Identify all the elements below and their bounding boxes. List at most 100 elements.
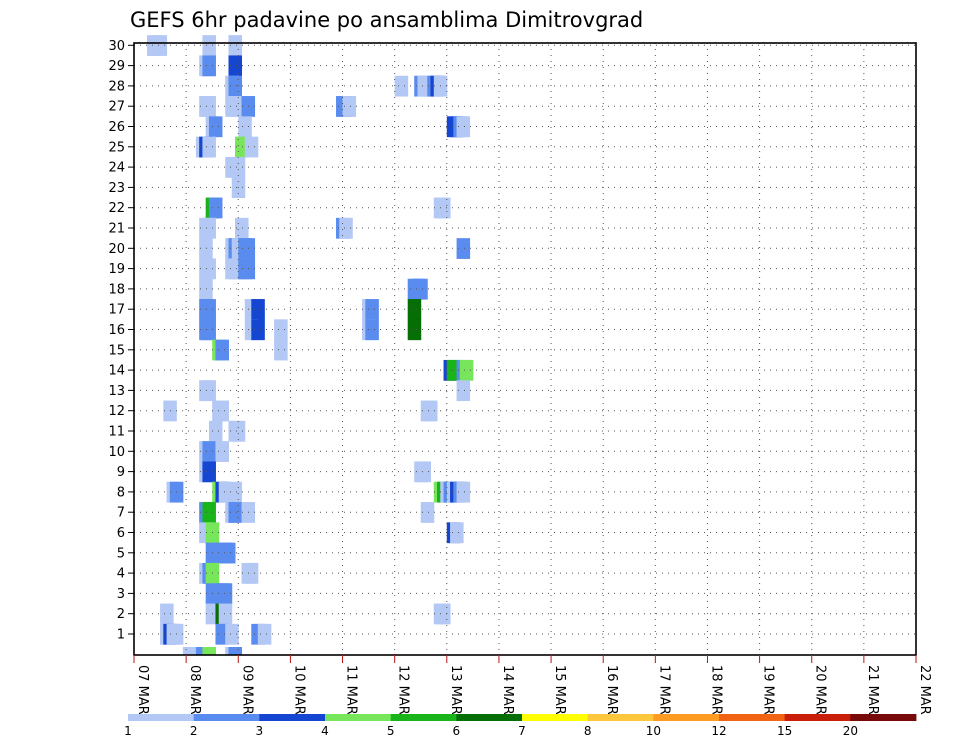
- heatmap-cell: [228, 647, 243, 656]
- heatmap-cell: [202, 136, 216, 158]
- heatmap-cell: [420, 502, 435, 523]
- heatmap-cell: [202, 299, 216, 320]
- heatmap-cell: [215, 441, 229, 462]
- y-tick-label: 20: [108, 242, 125, 257]
- legend-swatch: [390, 714, 457, 721]
- legend-swatch: [850, 714, 917, 721]
- heatmap-cell: [231, 156, 246, 178]
- heatmap-cell: [342, 96, 357, 117]
- heatmap-cell: [238, 116, 252, 138]
- x-tick-label: 12 MAR: [396, 665, 411, 715]
- legend-swatch: [456, 714, 523, 721]
- y-tick-label: 10: [108, 445, 125, 460]
- x-tick-label: 16 MAR: [604, 665, 619, 715]
- heatmap-cell: [231, 420, 246, 442]
- legend-label: 12: [711, 724, 726, 738]
- y-tick-label: 5: [117, 546, 125, 561]
- heatmap-cell: [228, 35, 243, 56]
- y-tick-label: 4: [117, 567, 125, 582]
- heatmap-cell: [456, 481, 471, 503]
- y-tick-label: 12: [108, 404, 125, 419]
- color-legend: 1 2 3 4 5 6 7 8 10 12 15 20: [124, 714, 917, 738]
- legend-label: 5: [387, 724, 395, 738]
- heatmap-cell: [235, 217, 249, 239]
- y-tick-label: 27: [108, 100, 125, 115]
- chart-title: GEFS 6hr padavine po ansamblima Dimitrov…: [130, 8, 643, 32]
- heatmap-cell: [208, 116, 223, 138]
- x-tick-label: 18 MAR: [708, 665, 723, 715]
- heatmap-cell: [215, 339, 229, 361]
- heatmap-cell: [202, 441, 216, 462]
- x-tick-label: 11 MAR: [344, 665, 359, 715]
- x-tick-label: 14 MAR: [500, 665, 515, 715]
- heatmap-cell: [251, 319, 265, 341]
- heatmap-cell: [218, 603, 233, 625]
- legend-swatch: [128, 714, 195, 721]
- y-tick-label: 29: [108, 59, 125, 74]
- y-tick-label: 8: [117, 485, 125, 500]
- y-tick-label: 3: [117, 587, 125, 602]
- heatmap-cell: [417, 461, 432, 483]
- heatmap-cell: [456, 116, 471, 138]
- legend-label: 6: [453, 724, 461, 738]
- heatmap-cell: [202, 35, 216, 56]
- heatmap-cell: [365, 319, 379, 341]
- heatmap-cell: [199, 238, 213, 259]
- y-tick-label: 13: [108, 384, 125, 399]
- legend-label: 1: [124, 724, 132, 738]
- heatmap-cell: [202, 217, 216, 239]
- heatmap-cell: [407, 299, 422, 320]
- heatmap-cells: [147, 35, 474, 656]
- legend-swatch: [653, 714, 720, 721]
- x-tick-label: 13 MAR: [448, 665, 463, 715]
- heatmap-cell: [437, 603, 451, 625]
- heatmap-cell: [450, 522, 464, 544]
- heatmap-cell: [218, 583, 233, 605]
- y-tick-label: 14: [108, 364, 125, 379]
- heatmap-cell: [244, 562, 259, 584]
- y-tick-label: 16: [108, 323, 125, 338]
- legend-label: 2: [190, 724, 198, 738]
- heatmap-cell: [208, 420, 223, 442]
- heatmap-cell: [221, 542, 236, 564]
- y-tick-label: 1: [117, 628, 125, 643]
- heatmap-cell: [202, 461, 216, 483]
- heatmap-cell: [274, 339, 288, 361]
- x-tick-label: 09 MAR: [239, 665, 254, 715]
- y-tick-label: 25: [108, 140, 125, 155]
- x-tick-label: 22 MAR: [917, 665, 932, 715]
- heatmap-cell: [202, 319, 216, 341]
- legend-swatch: [719, 714, 786, 721]
- heatmap-cell: [202, 380, 216, 402]
- heatmap-cell: [202, 502, 216, 523]
- heatmap-cell: [228, 481, 243, 503]
- heatmap-cell: [202, 258, 216, 280]
- legend-label: 15: [777, 724, 792, 738]
- y-tick-label: 21: [108, 222, 125, 237]
- heatmap-cell: [202, 55, 216, 77]
- heatmap-cell: [215, 400, 229, 422]
- y-tick-label: 22: [108, 201, 125, 216]
- legend-label: 20: [843, 724, 858, 738]
- x-axis: 07 MAR 08 MAR 09 MAR 10 MAR 11 MAR 12 MAR 13 M…: [133, 655, 932, 715]
- x-tick-label: 08 MAR: [187, 665, 202, 715]
- x-tick-label: 15 MAR: [552, 665, 567, 715]
- heatmap-cell: [251, 299, 265, 320]
- heatmap-cell: [459, 359, 474, 381]
- y-tick-label: 28: [108, 79, 125, 94]
- plot-frame: [133, 42, 917, 656]
- heatmap-cell: [244, 136, 259, 158]
- y-tick-label: 11: [108, 425, 125, 440]
- y-tick-label: 9: [117, 465, 125, 480]
- legend-swatch: [325, 714, 392, 721]
- y-tick-label: 26: [108, 120, 125, 135]
- heatmap-cell: [274, 319, 288, 341]
- x-tick-label: 19 MAR: [761, 665, 776, 715]
- y-axis: 1234567891011121314151617181920212223242…: [108, 39, 134, 643]
- heatmap-cell: [153, 35, 168, 56]
- heatmap-cell: [202, 647, 216, 656]
- legend-label: 8: [584, 724, 592, 738]
- x-tick-label: 07 MAR: [135, 665, 150, 715]
- heatmap-cell: [225, 623, 239, 645]
